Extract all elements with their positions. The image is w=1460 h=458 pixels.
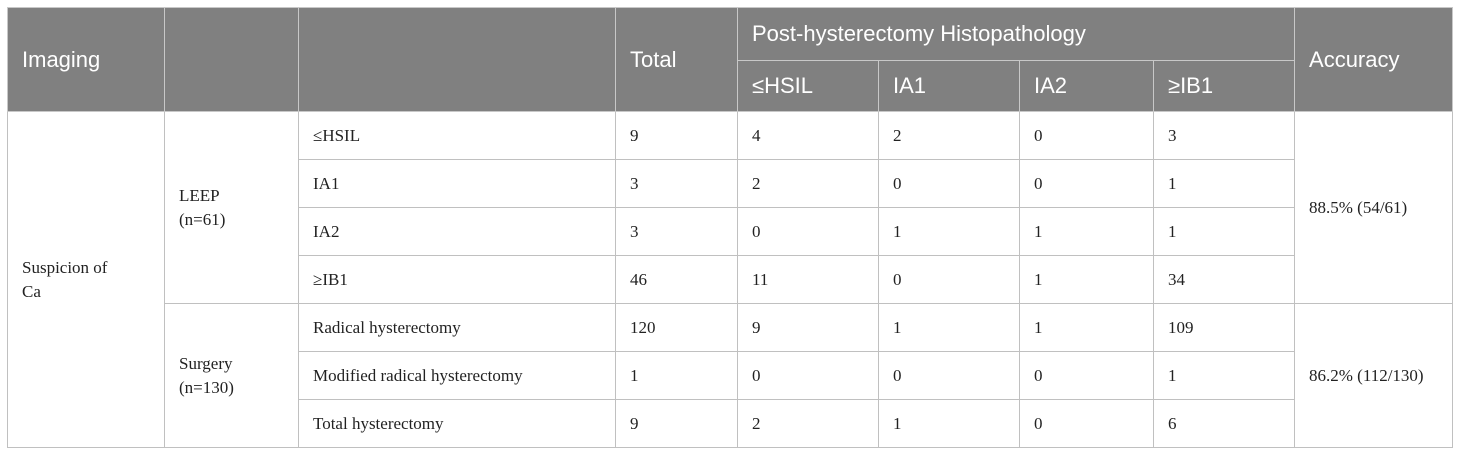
- table-row: Suspicion of Ca LEEP (n=61) ≤HSIL 9 4 2 …: [7, 111, 1454, 448]
- cell-ia2: 0: [1019, 111, 1154, 160]
- cell-ib1: 3: [1152, 111, 1296, 160]
- subheader-ia1: IA1: [878, 60, 1020, 112]
- cell-hsil: 2: [737, 159, 879, 208]
- table-row: ≥IB1 46 11 0 1 34: [8, 255, 1453, 304]
- cell-total: 1: [615, 351, 738, 400]
- header-procedure: [298, 7, 616, 112]
- row-name: ≤HSIL: [298, 111, 616, 160]
- table-row: Modified radical hysterectomy 1 0 0 0 1: [8, 351, 1453, 400]
- header-imaging: Imaging: [7, 7, 165, 112]
- cell-ia2: 1: [1019, 255, 1154, 304]
- header-histopathology: Post-hysterectomy Histopathology: [736, 7, 1296, 61]
- cell-total: 3: [615, 159, 738, 208]
- group-label-leep: LEEP (n=61): [179, 185, 226, 229]
- accuracy-surgery: 86.2% (112/130): [1294, 303, 1454, 448]
- group-cell-surgery: Surgery (n=130): [164, 303, 299, 448]
- cell-total: 120: [615, 303, 738, 352]
- table-row: IA1 3 2 0 0 1: [8, 159, 1453, 208]
- subheader-ib1: ≥IB1: [1152, 60, 1296, 112]
- cell-ia2: 0: [1019, 351, 1154, 400]
- header-accuracy: Accuracy: [1294, 7, 1454, 112]
- imaging-category-cell: Suspicion of Ca: [7, 111, 165, 448]
- histopathology-table: Imaging Total Post-hysterectomy Histopat…: [7, 7, 1454, 448]
- cell-ib1: 109: [1152, 303, 1296, 352]
- cell-ia1: 0: [878, 255, 1020, 304]
- cell-ia1: 1: [878, 207, 1020, 256]
- cell-ia2: 0: [1019, 159, 1154, 208]
- cell-ia2: 1: [1019, 207, 1154, 256]
- cell-hsil: 11: [737, 255, 879, 304]
- cell-hsil: 9: [737, 303, 879, 352]
- group-cell-leep: LEEP (n=61): [164, 111, 299, 304]
- row-name: ≥IB1: [298, 255, 616, 304]
- cell-total: 9: [615, 399, 738, 448]
- cell-hsil: 2: [737, 399, 879, 448]
- table-row: Total hysterectomy 9 2 1 0 6: [8, 399, 1453, 448]
- cell-ia1: 0: [878, 159, 1020, 208]
- cell-ib1: 1: [1152, 159, 1296, 208]
- cell-total: 3: [615, 207, 738, 256]
- table-row: Surgery (n=130) Radical hysterectomy 120…: [8, 303, 1454, 448]
- row-name: IA1: [298, 159, 616, 208]
- cell-ib1: 34: [1152, 255, 1296, 304]
- cell-ia1: 1: [878, 399, 1020, 448]
- cell-ia1: 0: [878, 351, 1020, 400]
- cell-hsil: 0: [737, 351, 879, 400]
- accuracy-leep: 88.5% (54/61): [1294, 111, 1454, 304]
- row-name: IA2: [298, 207, 616, 256]
- header-total: Total: [615, 7, 738, 112]
- cell-ia1: 2: [878, 111, 1020, 160]
- header-group: [164, 7, 299, 112]
- cell-hsil: 0: [737, 207, 879, 256]
- imaging-category-label: Suspicion of Ca: [22, 257, 108, 301]
- cell-ia2: 0: [1019, 399, 1154, 448]
- cell-hsil: 4: [737, 111, 879, 160]
- cell-ia2: 1: [1019, 303, 1154, 352]
- row-name: Total hysterectomy: [298, 399, 616, 448]
- row-name: Modified radical hysterectomy: [298, 351, 616, 400]
- cell-ia1: 1: [878, 303, 1020, 352]
- cell-ib1: 1: [1152, 207, 1296, 256]
- cell-ib1: 1: [1152, 351, 1296, 400]
- row-name: Radical hysterectomy: [298, 303, 616, 352]
- subheader-hsil: ≤HSIL: [737, 60, 879, 112]
- cell-ib1: 6: [1152, 399, 1296, 448]
- cell-total: 9: [615, 111, 738, 160]
- cell-total: 46: [615, 255, 738, 304]
- subheader-ia2: IA2: [1019, 60, 1154, 112]
- group-label-surgery: Surgery (n=130): [179, 353, 234, 397]
